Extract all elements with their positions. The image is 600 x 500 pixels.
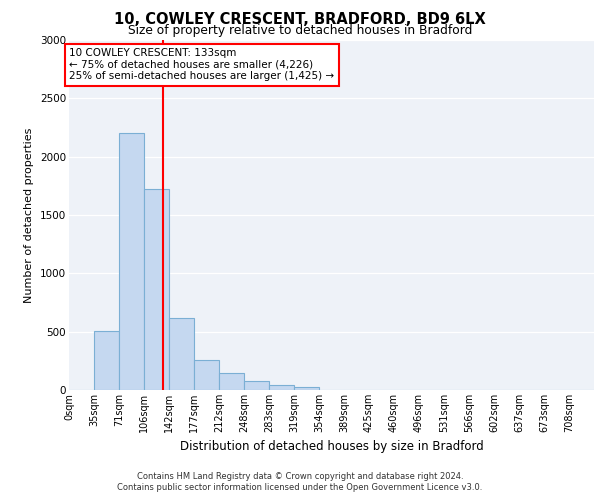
Bar — [294, 387, 319, 390]
Text: 10 COWLEY CRESCENT: 133sqm
← 75% of detached houses are smaller (4,226)
25% of s: 10 COWLEY CRESCENT: 133sqm ← 75% of deta… — [69, 48, 334, 82]
Text: Contains HM Land Registry data © Crown copyright and database right 2024.
Contai: Contains HM Land Registry data © Crown c… — [118, 472, 482, 492]
Bar — [169, 318, 194, 390]
Bar — [119, 134, 144, 390]
Bar — [94, 330, 119, 390]
Text: 10, COWLEY CRESCENT, BRADFORD, BD9 6LX: 10, COWLEY CRESCENT, BRADFORD, BD9 6LX — [114, 12, 486, 28]
X-axis label: Distribution of detached houses by size in Bradford: Distribution of detached houses by size … — [179, 440, 484, 454]
Y-axis label: Number of detached properties: Number of detached properties — [25, 128, 34, 302]
Bar — [244, 380, 269, 390]
Bar — [144, 190, 169, 390]
Text: Size of property relative to detached houses in Bradford: Size of property relative to detached ho… — [128, 24, 472, 37]
Bar — [194, 360, 219, 390]
Bar — [269, 386, 294, 390]
Bar — [219, 372, 244, 390]
